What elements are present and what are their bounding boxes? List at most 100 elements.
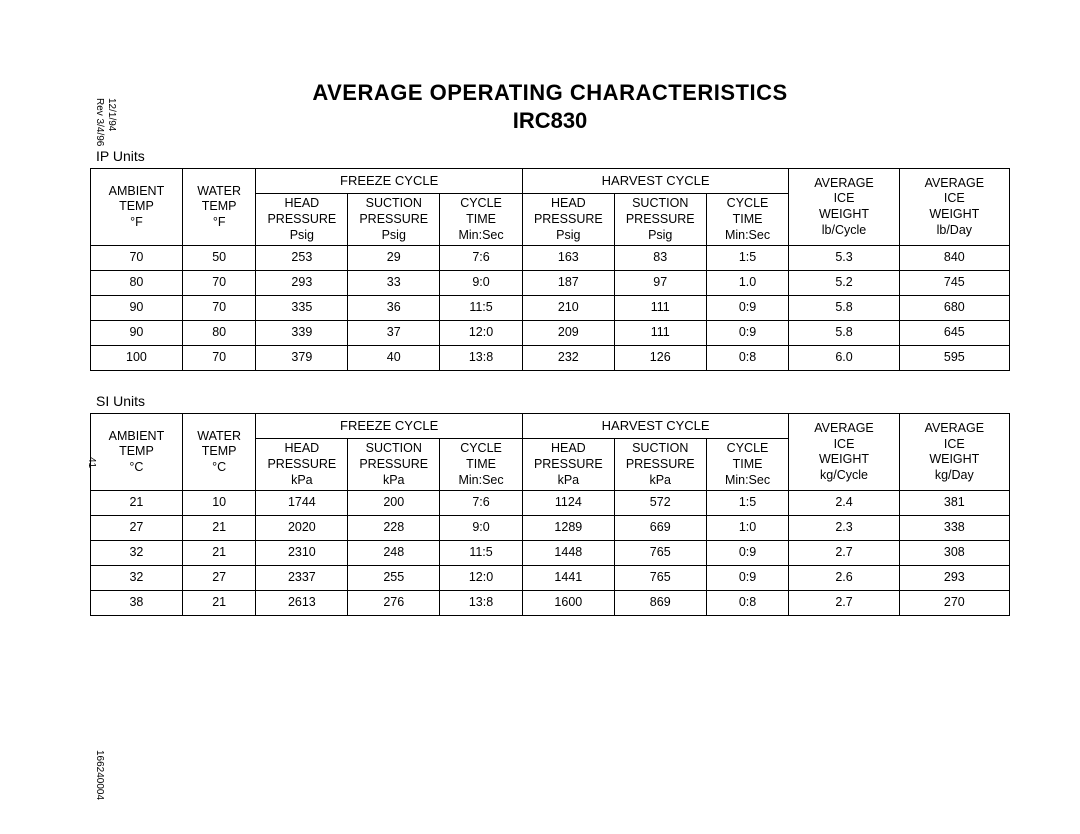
table-cell: 187 <box>522 271 614 296</box>
table-cell: 80 <box>91 271 183 296</box>
si-units-label: SI Units <box>96 393 1010 409</box>
table-cell: 70 <box>91 246 183 271</box>
table-cell: 2613 <box>256 591 348 616</box>
table-cell: 90 <box>91 296 183 321</box>
table-cell: 27 <box>182 566 256 591</box>
table-row: 211017442007:611245721:52.4381 <box>91 491 1010 516</box>
si-table: AMBIENTTEMP°C WATERTEMP°C FREEZE CYCLE H… <box>90 413 1010 616</box>
table-cell: 0:8 <box>706 346 789 371</box>
table-cell: 50 <box>182 246 256 271</box>
table-row: 3221231024811:514487650:92.7308 <box>91 541 1010 566</box>
col-hh: HEADPRESSUREPsig <box>522 194 614 246</box>
table-cell: 248 <box>348 541 440 566</box>
col-ice-day: AVERAGEICEWEIGHTkg/Day <box>899 414 1009 491</box>
table-cell: 381 <box>899 491 1009 516</box>
table-cell: 276 <box>348 591 440 616</box>
table-cell: 765 <box>614 541 706 566</box>
table-row: 272120202289:012896691:02.3338 <box>91 516 1010 541</box>
table-cell: 1:5 <box>706 246 789 271</box>
table-cell: 669 <box>614 516 706 541</box>
table-cell: 5.8 <box>789 321 899 346</box>
table-cell: 126 <box>614 346 706 371</box>
table-cell: 645 <box>899 321 1009 346</box>
col-fs: SUCTIONPRESSUREPsig <box>348 194 440 246</box>
table-cell: 11:5 <box>440 541 523 566</box>
table-cell: 5.2 <box>789 271 899 296</box>
table-cell: 308 <box>899 541 1009 566</box>
table-cell: 255 <box>348 566 440 591</box>
table-row: 100703794013:82321260:86.0595 <box>91 346 1010 371</box>
table-cell: 9:0 <box>440 516 523 541</box>
table-cell: 232 <box>522 346 614 371</box>
table-cell: 7:6 <box>440 246 523 271</box>
table-cell: 5.3 <box>789 246 899 271</box>
table-cell: 27 <box>91 516 183 541</box>
table-cell: 70 <box>182 346 256 371</box>
ip-tbody: 7050253297:6163831:55.38408070293339:018… <box>91 246 1010 371</box>
page-title: AVERAGE OPERATING CHARACTERISTICS <box>90 80 1010 106</box>
col-fc: CYCLETIMEMin:Sec <box>440 194 523 246</box>
col-harvest: HARVEST CYCLE <box>522 414 788 439</box>
col-fs: SUCTIONPRESSUREkPa <box>348 439 440 491</box>
si-tbody: 211017442007:611245721:52.43812721202022… <box>91 491 1010 616</box>
table-cell: 29 <box>348 246 440 271</box>
table-cell: 0:9 <box>706 321 789 346</box>
table-cell: 2337 <box>256 566 348 591</box>
table-cell: 36 <box>348 296 440 321</box>
table-cell: 70 <box>182 271 256 296</box>
col-hc: CYCLETIMEMin:Sec <box>706 194 789 246</box>
ip-table: AMBIENTTEMP°F WATERTEMP°F FREEZE CYCLE H… <box>90 168 1010 371</box>
col-ambient: AMBIENTTEMP°F <box>91 169 183 246</box>
table-cell: 163 <box>522 246 614 271</box>
table-cell: 111 <box>614 321 706 346</box>
table-cell: 7:6 <box>440 491 523 516</box>
table-cell: 1448 <box>522 541 614 566</box>
table-cell: 379 <box>256 346 348 371</box>
table-cell: 10 <box>182 491 256 516</box>
col-hs: SUCTIONPRESSUREPsig <box>614 194 706 246</box>
table-cell: 293 <box>899 566 1009 591</box>
table-cell: 21 <box>182 516 256 541</box>
col-water: WATERTEMP°C <box>182 414 256 491</box>
table-cell: 32 <box>91 566 183 591</box>
col-ambient: AMBIENTTEMP°C <box>91 414 183 491</box>
table-cell: 100 <box>91 346 183 371</box>
table-cell: 293 <box>256 271 348 296</box>
table-cell: 209 <box>522 321 614 346</box>
table-cell: 253 <box>256 246 348 271</box>
table-cell: 572 <box>614 491 706 516</box>
table-row: 7050253297:6163831:55.3840 <box>91 246 1010 271</box>
table-cell: 5.8 <box>789 296 899 321</box>
table-cell: 1124 <box>522 491 614 516</box>
table-cell: 12:0 <box>440 566 523 591</box>
table-cell: 1.0 <box>706 271 789 296</box>
table-cell: 2.3 <box>789 516 899 541</box>
table-row: 3821261327613:816008690:82.7270 <box>91 591 1010 616</box>
col-fh: HEADPRESSUREPsig <box>256 194 348 246</box>
col-freeze: FREEZE CYCLE <box>256 169 522 194</box>
table-cell: 270 <box>899 591 1009 616</box>
table-cell: 869 <box>614 591 706 616</box>
table-cell: 2.7 <box>789 591 899 616</box>
col-hs: SUCTIONPRESSUREkPa <box>614 439 706 491</box>
table-cell: 90 <box>91 321 183 346</box>
table-cell: 745 <box>899 271 1009 296</box>
table-cell: 200 <box>348 491 440 516</box>
table-cell: 0:9 <box>706 566 789 591</box>
table-cell: 840 <box>899 246 1009 271</box>
table-cell: 1441 <box>522 566 614 591</box>
col-ice-day: AVERAGEICEWEIGHTlb/Day <box>899 169 1009 246</box>
table-cell: 1744 <box>256 491 348 516</box>
table-cell: 32 <box>91 541 183 566</box>
col-fh: HEADPRESSUREkPa <box>256 439 348 491</box>
table-cell: 2.6 <box>789 566 899 591</box>
table-cell: 1:0 <box>706 516 789 541</box>
col-ice-cycle: AVERAGEICEWEIGHTlb/Cycle <box>789 169 899 246</box>
table-cell: 21 <box>91 491 183 516</box>
table-cell: 37 <box>348 321 440 346</box>
table-cell: 6.0 <box>789 346 899 371</box>
table-cell: 228 <box>348 516 440 541</box>
table-cell: 0:9 <box>706 541 789 566</box>
table-row: 8070293339:0187971.05.2745 <box>91 271 1010 296</box>
model-number: IRC830 <box>90 108 1010 134</box>
